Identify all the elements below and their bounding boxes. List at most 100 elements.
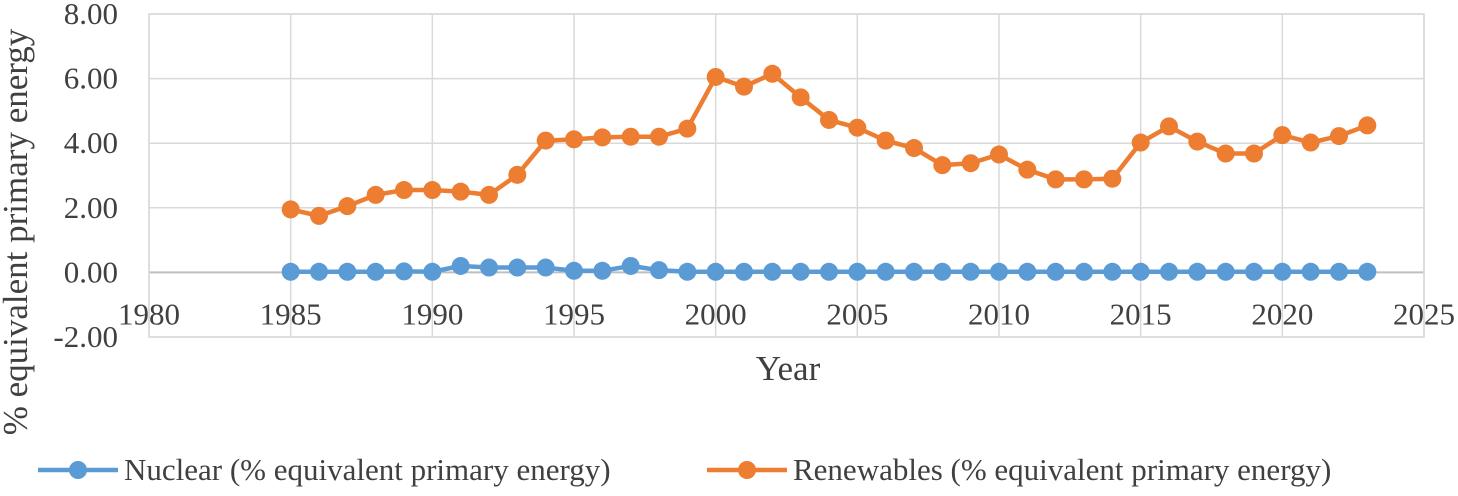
y-tick-label: -2.00 <box>53 319 118 354</box>
data-point <box>876 131 895 150</box>
x-tick-label: 2005 <box>826 296 888 331</box>
legend-label: Nuclear (% equivalent primary energy) <box>124 452 611 487</box>
x-tick-label: 1985 <box>260 296 322 331</box>
grid-layer <box>148 13 1425 338</box>
data-point <box>848 262 867 281</box>
data-point <box>678 119 697 138</box>
data-point <box>735 77 753 96</box>
x-tick-label: 1990 <box>401 296 463 331</box>
x-tick-label: 2010 <box>968 296 1030 331</box>
x-tick-label: 1980 <box>118 296 180 331</box>
data-point <box>1131 133 1150 152</box>
axis-layer <box>148 13 1425 338</box>
data-point <box>1075 262 1093 281</box>
legend-label: Renewables (% equivalent primary energy) <box>793 452 1331 487</box>
data-point <box>281 262 300 281</box>
data-point <box>1046 262 1065 281</box>
data-point <box>621 127 640 146</box>
x-tick-label: 1995 <box>543 296 605 331</box>
series-nuclear <box>281 256 1377 281</box>
data-point <box>1216 262 1235 281</box>
data-point <box>1273 126 1292 145</box>
x-tick-label: 2025 <box>1393 296 1455 331</box>
y-tick-label: 6.00 <box>64 61 118 96</box>
data-point <box>1103 169 1122 188</box>
data-point <box>990 262 1008 281</box>
y-tick-label: 2.00 <box>64 190 118 225</box>
data-point <box>1301 262 1320 281</box>
data-point <box>1131 262 1150 281</box>
data-point <box>791 262 810 281</box>
data-point <box>763 64 782 83</box>
data-point <box>508 165 527 184</box>
series-renewables <box>281 64 1377 225</box>
data-point <box>338 262 357 281</box>
data-point <box>678 262 697 281</box>
data-point <box>1018 160 1037 179</box>
data-point <box>451 256 470 275</box>
x-tick-label: 2000 <box>685 296 747 331</box>
data-point <box>905 139 923 158</box>
data-point <box>763 262 782 281</box>
legend-item: Nuclear (% equivalent primary energy) <box>38 452 611 487</box>
data-point <box>820 110 838 129</box>
data-point <box>933 156 952 175</box>
data-point <box>961 262 980 281</box>
y-tick-label: 8.00 <box>64 0 118 31</box>
data-point <box>395 262 413 281</box>
data-point <box>820 262 838 281</box>
data-point <box>1075 170 1093 189</box>
data-point <box>281 200 300 219</box>
data-point <box>1160 262 1178 281</box>
x-axis-title: Year <box>756 349 821 388</box>
data-point <box>1160 117 1178 136</box>
data-point <box>423 262 442 281</box>
data-point <box>621 256 640 275</box>
legend-marker <box>69 461 87 479</box>
data-point <box>1018 262 1037 281</box>
data-point <box>593 128 612 147</box>
data-point <box>1103 262 1122 281</box>
data-point <box>536 258 555 277</box>
data-point <box>423 181 442 200</box>
legend: Nuclear (% equivalent primary energy) Ren… <box>38 452 1331 487</box>
data-point <box>1188 262 1207 281</box>
data-point <box>366 262 385 281</box>
series-layer <box>281 64 1377 281</box>
legend-item: Renewables (% equivalent primary energy) <box>707 452 1331 487</box>
data-point <box>848 118 867 137</box>
y-axis-title: % equivalent primary energy <box>0 28 35 435</box>
data-point <box>451 182 470 201</box>
data-point <box>366 185 385 204</box>
data-point <box>1301 133 1320 152</box>
x-tick-label: 2020 <box>1251 296 1313 331</box>
data-point <box>1245 144 1263 163</box>
data-point <box>536 131 555 150</box>
legend-marker <box>738 461 756 479</box>
data-point <box>1330 127 1348 146</box>
data-point <box>650 127 668 146</box>
y-tick-label: 4.00 <box>64 125 118 160</box>
data-point <box>990 145 1008 164</box>
data-point <box>310 262 328 281</box>
data-point <box>480 185 498 204</box>
data-point <box>508 258 527 277</box>
plot-area <box>148 13 1425 338</box>
data-point <box>480 258 498 277</box>
data-point <box>735 262 753 281</box>
data-point <box>1358 116 1377 135</box>
data-point <box>395 181 413 200</box>
data-point <box>565 130 583 149</box>
data-point <box>650 261 668 280</box>
data-point <box>961 154 980 173</box>
data-point <box>1188 132 1207 151</box>
data-point <box>791 88 810 107</box>
data-point <box>933 262 952 281</box>
data-point <box>1046 170 1065 189</box>
data-point <box>1216 144 1235 163</box>
data-point <box>706 262 725 281</box>
data-point <box>593 261 612 280</box>
data-point <box>1330 262 1348 281</box>
label-layer: -2.00 0.00 2.00 4.00 6.00 8.00 1980 1985 1990 199… <box>53 0 1455 354</box>
